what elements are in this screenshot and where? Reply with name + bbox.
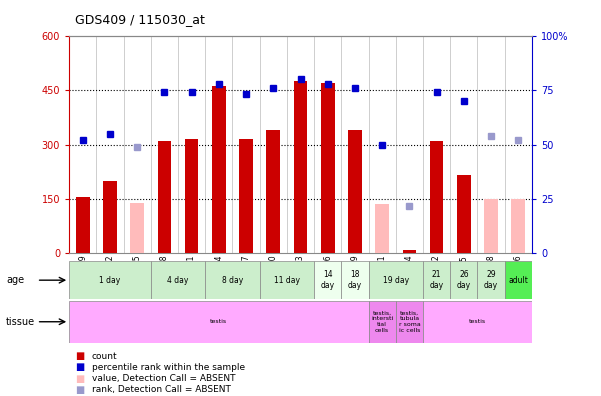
Bar [457, 175, 471, 253]
Text: 1 day: 1 day [99, 276, 121, 285]
Bar [69, 261, 151, 299]
Text: value, Detection Call = ABSENT: value, Detection Call = ABSENT [92, 374, 236, 383]
Bar [69, 301, 368, 343]
Text: age: age [6, 275, 24, 285]
Bar [423, 301, 532, 343]
Text: ■: ■ [75, 362, 84, 373]
Bar [341, 261, 368, 299]
Bar [266, 130, 280, 253]
Bar [205, 261, 260, 299]
Bar [103, 181, 117, 253]
Bar [260, 261, 314, 299]
Text: 4 day: 4 day [167, 276, 189, 285]
Bar [151, 261, 205, 299]
Bar [321, 83, 335, 253]
Bar [294, 81, 307, 253]
Text: testis: testis [469, 319, 486, 324]
Text: percentile rank within the sample: percentile rank within the sample [92, 363, 245, 372]
Text: ■: ■ [75, 385, 84, 395]
Text: 19 day: 19 day [383, 276, 409, 285]
Bar [505, 261, 532, 299]
Bar [484, 199, 498, 253]
Bar [430, 141, 444, 253]
Text: ■: ■ [75, 373, 84, 384]
Text: 29
day: 29 day [484, 270, 498, 290]
Bar [368, 301, 396, 343]
Bar [450, 261, 477, 299]
Bar [212, 86, 225, 253]
Bar [314, 261, 341, 299]
Bar [423, 261, 450, 299]
Bar [185, 139, 198, 253]
Text: ■: ■ [75, 351, 84, 362]
Text: testis: testis [210, 319, 227, 324]
Bar [477, 261, 505, 299]
Text: 11 day: 11 day [274, 276, 300, 285]
Text: count: count [92, 352, 118, 361]
Text: adult: adult [508, 276, 528, 285]
Text: GDS409 / 115030_at: GDS409 / 115030_at [75, 13, 205, 26]
Text: testis,
intersti
tial
cells: testis, intersti tial cells [371, 310, 393, 333]
Text: 21
day: 21 day [430, 270, 444, 290]
Bar [76, 197, 90, 253]
Bar [130, 203, 144, 253]
Text: 8 day: 8 day [222, 276, 243, 285]
Bar [368, 261, 423, 299]
Text: 26
day: 26 day [457, 270, 471, 290]
Bar [403, 250, 416, 253]
Bar [396, 301, 423, 343]
Bar [511, 199, 525, 253]
Bar [239, 139, 253, 253]
Bar [157, 141, 171, 253]
Bar [348, 130, 362, 253]
Text: rank, Detection Call = ABSENT: rank, Detection Call = ABSENT [92, 385, 231, 394]
Text: tissue: tissue [6, 317, 35, 327]
Text: 14
day: 14 day [321, 270, 335, 290]
Bar [376, 204, 389, 253]
Text: testis,
tubula
r soma
ic cells: testis, tubula r soma ic cells [398, 310, 420, 333]
Text: 18
day: 18 day [348, 270, 362, 290]
